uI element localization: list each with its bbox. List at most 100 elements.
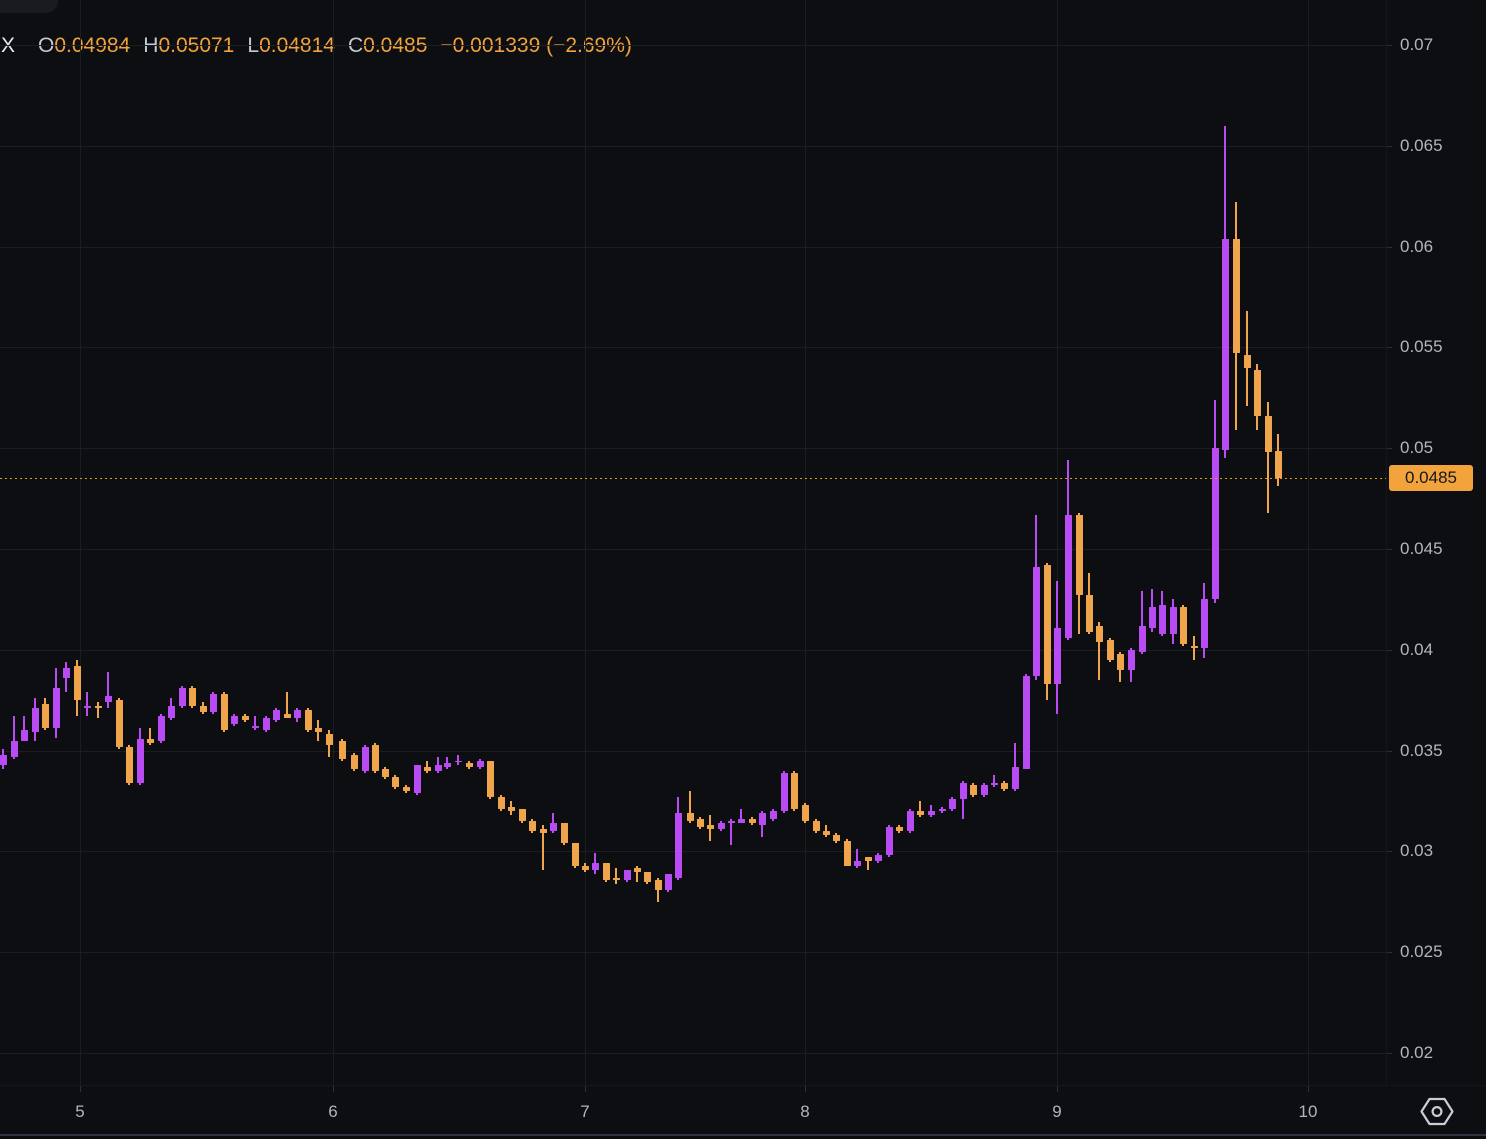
candle-body — [980, 784, 988, 795]
candle-body — [528, 821, 536, 832]
candle-wick — [615, 867, 617, 884]
time-axis-tick — [80, 1086, 81, 1092]
candle-body — [497, 796, 505, 810]
hexagon-logo-icon[interactable] — [1420, 1096, 1454, 1127]
corner-widget-fragment — [0, 0, 58, 13]
candle-body — [371, 744, 379, 771]
candle-body — [350, 754, 358, 769]
candle-body — [1169, 607, 1177, 634]
time-axis-label: 5 — [75, 1102, 85, 1121]
price-axis-label: 0.065 — [1400, 135, 1443, 155]
candle-body — [1011, 766, 1019, 789]
price-axis-label: 0.055 — [1400, 337, 1443, 357]
candle-wick — [657, 877, 659, 902]
candle-body — [1075, 514, 1083, 596]
candle-body — [413, 764, 421, 793]
candle-body — [790, 772, 798, 810]
price-axis-tick — [1387, 246, 1392, 248]
candle-body — [1000, 782, 1008, 789]
candle-wick — [23, 716, 25, 741]
candle-body — [1138, 625, 1146, 652]
candle-body — [990, 782, 998, 785]
candle-body — [758, 813, 766, 826]
candle-body — [283, 714, 291, 719]
candle-body — [251, 726, 259, 729]
candle-wick — [1267, 401, 1269, 513]
candle-body — [125, 746, 133, 783]
candle-body — [664, 873, 672, 890]
candle-body — [1022, 676, 1030, 769]
candle-wick — [1141, 591, 1143, 654]
candle-wick — [636, 865, 638, 882]
chart-plot[interactable]: X O0.04984 H0.05071 L0.04814 C0.0485 −0.… — [0, 0, 1386, 1085]
candle-body — [1253, 369, 1261, 416]
price-axis-label: 0.05 — [1400, 438, 1434, 458]
candle-body — [633, 867, 641, 872]
candle-body — [518, 809, 526, 822]
candle-body — [0, 754, 7, 765]
candle-body — [1127, 649, 1135, 670]
candle-body — [486, 760, 494, 797]
candle-body — [1032, 567, 1040, 676]
v-gridline — [1308, 0, 1309, 1085]
candle-body — [41, 704, 49, 729]
candle-body — [801, 805, 809, 822]
candle-body — [507, 807, 515, 812]
candle-body — [272, 710, 280, 721]
v-gridline — [80, 0, 81, 1085]
candle-body — [959, 782, 967, 799]
candle-body — [20, 730, 28, 741]
candle-body — [1243, 355, 1251, 368]
candle-wick — [993, 774, 995, 787]
candle-body — [1190, 645, 1198, 648]
price-axis-label: 0.03 — [1400, 841, 1434, 861]
candle-body — [696, 819, 704, 828]
time-axis[interactable]: 5 6 7 8 9 10 — [0, 1085, 1486, 1135]
candle-body — [115, 700, 123, 747]
price-axis[interactable]: 0.0485 0.07 0.065 0.06 0.055 0.05 0.045 0.04 0.… — [1386, 0, 1486, 1085]
candle-body — [822, 831, 830, 836]
candle-body — [325, 734, 333, 745]
price-axis-tick — [1387, 145, 1392, 147]
ohlc-legend: X O0.04984 H0.05071 L0.04814 C0.0485 −0.… — [1, 34, 632, 58]
price-axis-tick — [1387, 347, 1392, 349]
candle-body — [916, 811, 924, 816]
candle-wick — [856, 849, 858, 868]
legend-high: H0.05071 — [143, 34, 235, 57]
price-axis-tick — [1387, 851, 1392, 853]
h-gridline — [0, 45, 1386, 46]
candle-body — [769, 811, 777, 820]
candle-wick — [1193, 635, 1195, 660]
candle-body — [643, 871, 651, 882]
price-axis-label: 0.06 — [1400, 236, 1434, 256]
candle-wick — [919, 801, 921, 818]
legend-low: L0.04814 — [247, 34, 335, 57]
candle-body — [1053, 627, 1061, 685]
candle-body — [52, 688, 60, 729]
candle-body — [104, 696, 112, 703]
candle-body — [381, 768, 389, 777]
candle-body — [1158, 605, 1166, 634]
price-axis-label: 0.025 — [1400, 942, 1443, 962]
candle-body — [157, 716, 165, 741]
candle-body — [1116, 653, 1124, 670]
candle-wick — [107, 671, 109, 709]
candle-body — [423, 766, 431, 771]
legend-open: O0.04984 — [38, 34, 131, 57]
time-axis-label: 7 — [580, 1102, 590, 1121]
candle-body — [864, 857, 872, 862]
h-gridline — [0, 952, 1386, 954]
candle-body — [969, 784, 977, 795]
price-axis-tick — [1387, 45, 1392, 46]
candle-body — [167, 706, 175, 719]
candle-body — [293, 710, 301, 719]
candle-body — [1106, 639, 1114, 660]
candle-body — [581, 865, 589, 870]
candle-wick — [1098, 621, 1100, 681]
h-gridline — [0, 246, 1386, 248]
h-gridline — [0, 145, 1386, 147]
candle-body — [674, 813, 682, 878]
candle-body — [539, 829, 547, 834]
candle-body — [895, 827, 903, 832]
symbol-label: X — [1, 34, 16, 57]
